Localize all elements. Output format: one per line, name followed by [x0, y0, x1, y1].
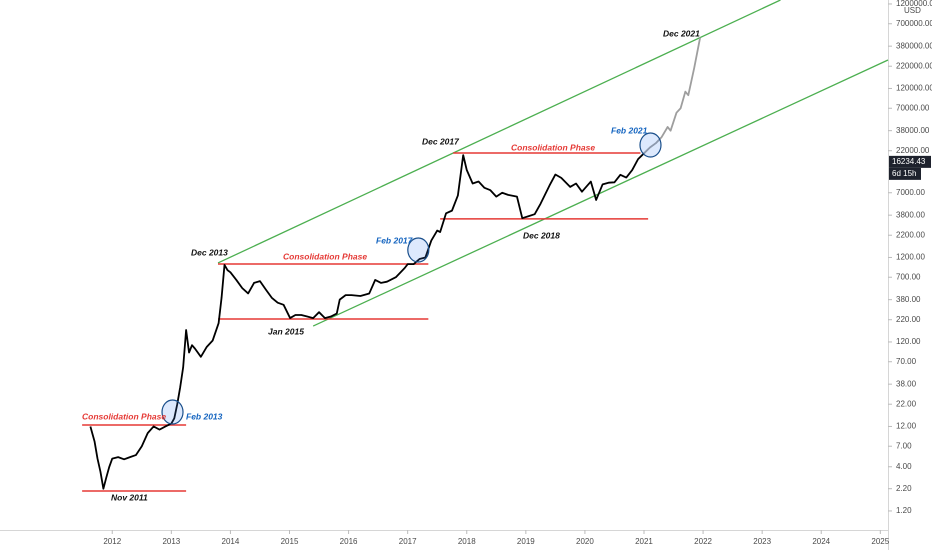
highlight-circle [407, 237, 430, 263]
annotation: Jan 2015 [268, 326, 304, 336]
y-tick-label: 2.20 [896, 484, 912, 493]
x-tick-label: 2025 [871, 537, 889, 546]
annotation: Feb 2013 [186, 411, 223, 421]
countdown-box [889, 167, 921, 180]
y-tick-label: 380000.00 [896, 41, 932, 50]
x-tick-label: 2016 [340, 537, 358, 546]
annotation: Feb 2017 [376, 235, 414, 245]
price-line [643, 37, 702, 154]
x-tick-label: 2017 [399, 537, 417, 546]
x-tick-label: 2014 [222, 537, 240, 546]
y-tick-label: 380.00 [896, 295, 921, 304]
annotation: Dec 2013 [191, 247, 228, 257]
x-tick-label: 2013 [162, 537, 180, 546]
x-tick-label: 2023 [753, 537, 771, 546]
last-price-label: 16234.43 [892, 157, 926, 166]
x-tick-label: 2015 [281, 537, 299, 546]
highlight-circle [639, 132, 662, 158]
y-tick-label: 220000.00 [896, 61, 932, 70]
annotation: Dec 2018 [523, 230, 560, 240]
annotation: Feb 2021 [611, 125, 648, 135]
y-tick-label: 220.00 [896, 315, 921, 324]
y-tick-label: 3800.00 [896, 210, 925, 219]
y-tick-label: 22.00 [896, 399, 917, 408]
x-tick-label: 2020 [576, 537, 594, 546]
y-tick-label: 7000.00 [896, 188, 925, 197]
y-tick-label: 7.00 [896, 441, 912, 450]
y-tick-label: 700.00 [896, 272, 921, 281]
annotation: Dec 2021 [663, 28, 700, 38]
x-tick-label: 2019 [517, 537, 535, 546]
x-tick-label: 2012 [103, 537, 121, 546]
y-tick-label: 1200000.00 [896, 0, 932, 8]
countdown-label: 6d 15h [892, 169, 916, 178]
annotation: Dec 2017 [422, 136, 460, 146]
channel-line [312, 59, 889, 327]
y-tick-label: 700000.00 [896, 19, 932, 28]
annotation: Consolidation Phase [82, 411, 166, 421]
annotation: Nov 2011 [111, 492, 148, 502]
x-tick-label: 2022 [694, 537, 712, 546]
last-price-box [889, 155, 931, 168]
y-tick-label: 120.00 [896, 337, 921, 346]
highlight-circle [161, 399, 184, 425]
y-tick-label: 38.00 [896, 379, 917, 388]
y-tick-label: 70.00 [896, 357, 917, 366]
annotation: Consolidation Phase [283, 251, 367, 261]
y-tick-label: 70000.00 [896, 103, 930, 112]
y-tick-label: 12.00 [896, 422, 917, 431]
x-tick-label: 2018 [458, 537, 476, 546]
y-tick-label: 1200.00 [896, 253, 925, 262]
channel-line [217, 0, 781, 264]
y-tick-label: 2200.00 [896, 230, 925, 239]
y-tick-label: 1.20 [896, 506, 912, 515]
y-tick-label: 38000.00 [896, 126, 930, 135]
axis-unit: USD [904, 6, 921, 15]
y-tick-label: 22000.00 [896, 146, 930, 155]
x-tick-label: 2024 [812, 537, 830, 546]
y-tick-label: 4.00 [896, 462, 912, 471]
y-tick-label: 120000.00 [896, 84, 932, 93]
x-tick-label: 2021 [635, 537, 653, 546]
annotation: Consolidation Phase [511, 142, 595, 152]
